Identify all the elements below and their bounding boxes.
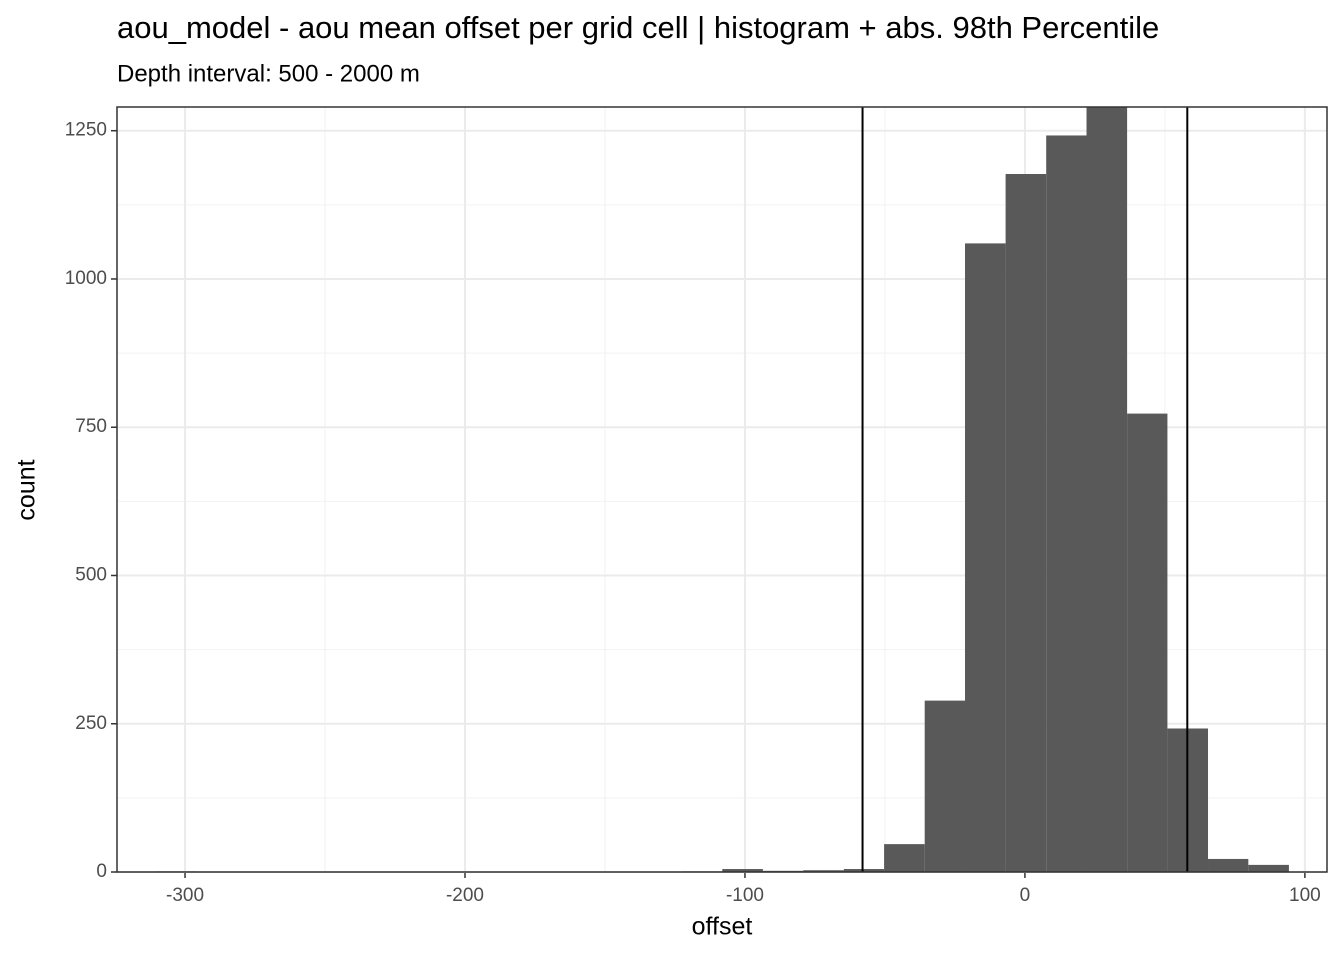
- bar: [1248, 864, 1289, 872]
- x-tick-label: -100: [726, 885, 764, 906]
- y-tick-label: 1000: [65, 268, 107, 289]
- bar: [722, 869, 763, 872]
- bar: [803, 870, 844, 872]
- chart-title: aou_model - aou mean offset per grid cel…: [117, 10, 1159, 45]
- x-axis-label: offset: [692, 913, 753, 941]
- bar: [1086, 107, 1128, 872]
- bar: [1127, 413, 1168, 872]
- bar: [884, 844, 925, 872]
- bar: [924, 700, 966, 872]
- x-tick-label: 100: [1289, 885, 1321, 906]
- y-tick-label: 0: [96, 861, 107, 882]
- y-tick-label: 250: [75, 713, 107, 734]
- bar: [1046, 135, 1087, 873]
- x-tick-label: -200: [446, 885, 484, 906]
- x-tick-label: 0: [1020, 885, 1031, 906]
- y-axis-label: count: [13, 459, 41, 520]
- bar: [965, 243, 1006, 872]
- y-tick-label: 750: [75, 416, 107, 437]
- chart-subtitle: Depth interval: 500 - 2000 m: [117, 60, 420, 87]
- bar: [1005, 174, 1047, 873]
- x-tick-label: -300: [166, 885, 204, 906]
- bar: [843, 869, 885, 872]
- y-tick-label: 500: [75, 565, 107, 586]
- panel-border: [116, 106, 1328, 873]
- bar: [1208, 858, 1249, 872]
- y-tick-label: 1250: [65, 120, 107, 141]
